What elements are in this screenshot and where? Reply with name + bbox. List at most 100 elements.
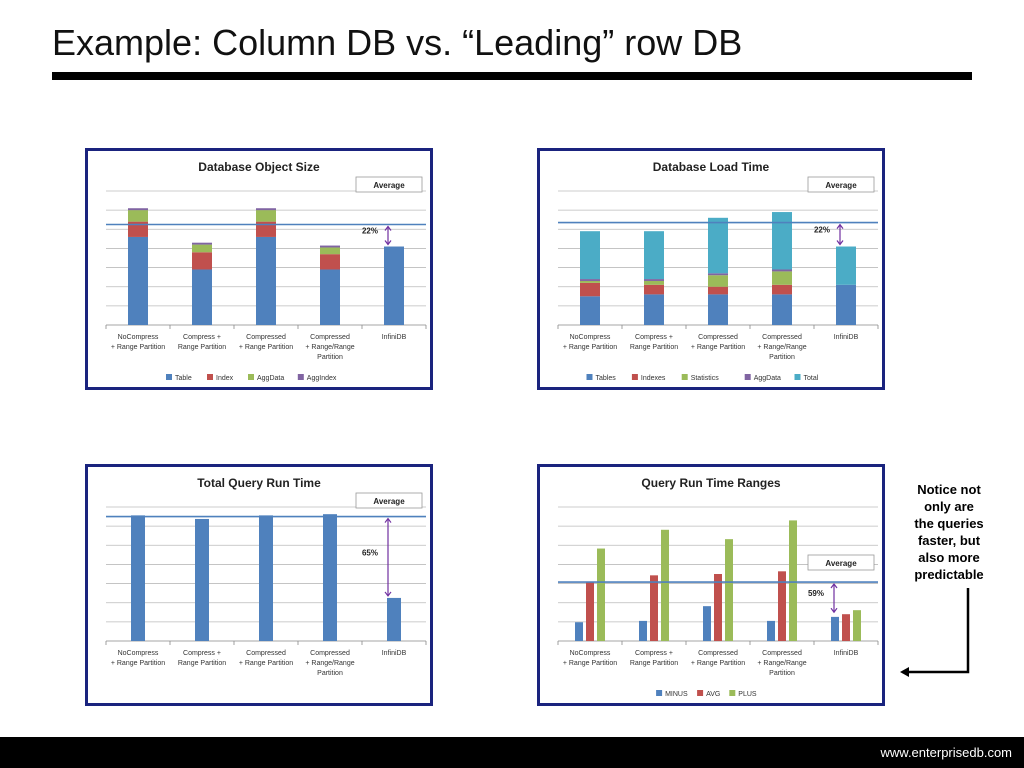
bar xyxy=(703,606,711,641)
bar xyxy=(259,515,273,641)
bar xyxy=(661,529,669,641)
bar-segment xyxy=(772,269,792,272)
average-legend-box xyxy=(355,492,423,509)
annotation-arrowhead xyxy=(836,223,844,229)
average-label: Average xyxy=(825,181,857,190)
bar-segment xyxy=(256,208,276,211)
bar xyxy=(767,620,775,641)
bar xyxy=(575,622,583,641)
x-tick-label: Compress + xyxy=(183,650,221,657)
note-line: predictable xyxy=(914,567,984,582)
legend-label: AVG xyxy=(706,691,720,698)
chart-total-query-run-time: Total Query Run Time NoCompress + Range Pa… xyxy=(85,464,433,706)
x-tick-label: NoCompress xyxy=(118,334,159,341)
legend-label: Statistics xyxy=(691,375,720,382)
bar xyxy=(195,518,209,641)
bar-segment xyxy=(384,246,404,325)
bar xyxy=(597,548,605,641)
x-tick-label: + Range/Range xyxy=(757,660,806,667)
bar-segment xyxy=(772,284,792,295)
legend-swatch xyxy=(794,374,801,380)
bar-segment xyxy=(772,271,792,285)
x-tick-label: Compress + xyxy=(183,334,221,341)
annotation-arrowhead xyxy=(384,225,392,231)
bar xyxy=(831,616,839,641)
bar-segment xyxy=(580,279,600,281)
average-label: Average xyxy=(373,181,405,190)
bar-segment xyxy=(192,252,212,270)
annotation-arrowhead xyxy=(830,583,838,589)
chart-svg: Total Query Run Time NoCompress + Range Pa… xyxy=(105,476,427,677)
x-tick-label: Partition xyxy=(769,354,795,361)
chart-svg: Query Run Time Ranges NoCompress + Range P… xyxy=(557,476,879,698)
x-tick-label: InfiniDB xyxy=(834,334,859,341)
note-line: also more xyxy=(918,550,980,565)
annotation-arrowhead xyxy=(384,240,392,246)
x-tick-label: Compressed xyxy=(310,334,350,341)
annotation-percent: 22% xyxy=(362,227,378,236)
annotation-arrowhead xyxy=(384,517,392,523)
slide-title: Example: Column DB vs. “Leading” row DB xyxy=(52,22,743,63)
average-label: Average xyxy=(373,497,405,506)
bar xyxy=(853,610,861,641)
legend-label: MINUS xyxy=(665,691,688,698)
x-tick-label: Compressed xyxy=(310,650,350,657)
x-tick-label: Range Partition xyxy=(178,660,226,667)
legend-label: Index xyxy=(216,375,234,382)
annotation-arrowhead xyxy=(836,240,844,246)
bar xyxy=(842,614,850,641)
bar-segment xyxy=(708,217,728,274)
bar xyxy=(714,574,722,641)
bar xyxy=(789,520,797,641)
legend-swatch xyxy=(297,374,304,380)
bar-segment xyxy=(644,280,664,285)
bar-segment xyxy=(192,242,212,245)
bar-segment xyxy=(256,221,276,237)
bar xyxy=(586,582,594,641)
legend-label: AggData xyxy=(754,375,781,382)
legend-swatch xyxy=(631,374,638,380)
x-tick-label: InfiniDB xyxy=(382,334,407,341)
callout-arrow-head xyxy=(900,667,909,677)
bar-segment xyxy=(580,280,600,283)
average-legend-box xyxy=(807,176,875,193)
legend-swatch xyxy=(697,690,704,696)
legend-label: Indexes xyxy=(641,375,666,382)
bar-segment xyxy=(708,294,728,325)
bar-segment xyxy=(644,284,664,295)
note-line: only are xyxy=(924,499,974,514)
x-tick-label: + Range/Range xyxy=(757,344,806,351)
chart-database-load-time: Database Load Time NoCompress + Range Part… xyxy=(537,148,885,390)
legend-label: Total xyxy=(804,375,819,382)
x-tick-label: Range Partition xyxy=(178,344,226,351)
x-tick-label: Compress + xyxy=(635,334,673,341)
bar-segment xyxy=(580,231,600,280)
legend-swatch xyxy=(744,374,751,380)
bar-segment xyxy=(320,269,340,325)
bar-segment xyxy=(128,210,148,222)
chart-svg: Database Load Time NoCompress + Range Part… xyxy=(557,160,879,382)
legend-label: Table xyxy=(175,375,192,382)
x-tick-label: Compressed xyxy=(698,650,738,657)
bar-segment xyxy=(192,269,212,325)
x-tick-label: + Range/Range xyxy=(305,344,354,351)
annotation-percent: 59% xyxy=(808,589,824,598)
legend-swatch xyxy=(248,374,254,380)
legend-label: Tables xyxy=(596,375,617,382)
bar-segment xyxy=(836,246,856,285)
x-tick-label: Partition xyxy=(317,354,343,361)
x-tick-label: Compress + xyxy=(635,650,673,657)
bar-segment xyxy=(708,273,728,276)
bar-segment xyxy=(580,282,600,297)
bar-segment xyxy=(320,245,340,248)
note-line: Notice not xyxy=(917,482,981,497)
note-line: faster, but xyxy=(917,533,981,548)
x-tick-label: + Range Partition xyxy=(691,660,745,667)
x-tick-label: Compressed xyxy=(246,650,286,657)
bar-segment xyxy=(320,247,340,255)
x-tick-label: Compressed xyxy=(762,334,802,341)
title-rule xyxy=(52,72,972,80)
x-tick-label: + Range Partition xyxy=(691,344,745,351)
x-tick-label: InfiniDB xyxy=(834,650,859,657)
bar xyxy=(323,514,337,641)
